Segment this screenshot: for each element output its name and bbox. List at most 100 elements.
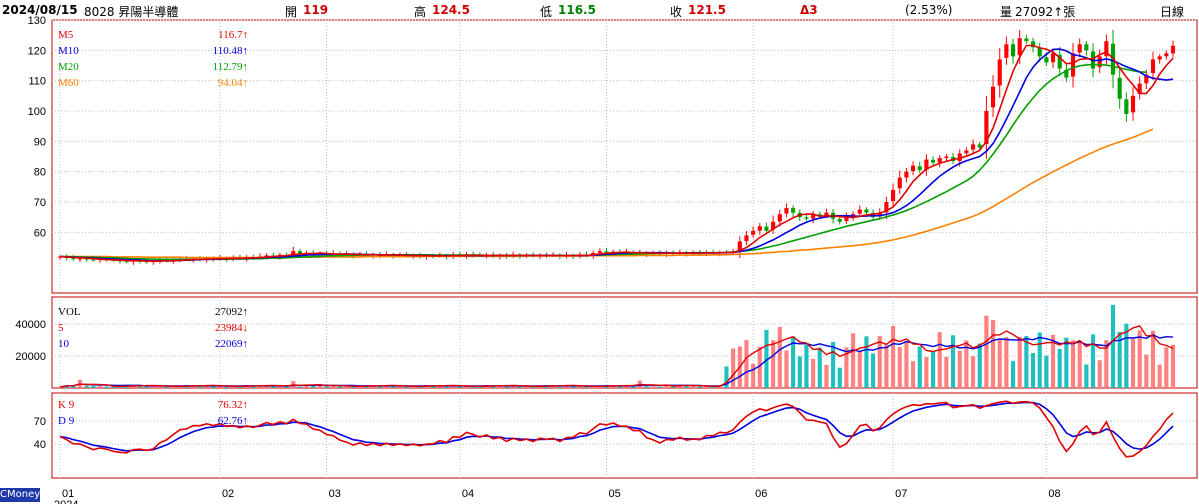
year-label: 2024 [54, 499, 78, 504]
volume-legend-name: 10 [58, 338, 70, 350]
kd-legend-value: 62.76↑ [218, 415, 248, 427]
low-label: 低 [540, 5, 553, 19]
volume-bar [1024, 336, 1029, 388]
candle-body [1137, 83, 1142, 95]
candle-body [1017, 38, 1022, 56]
candle-body [604, 251, 609, 253]
volume-bar [844, 347, 849, 388]
candle-body [824, 212, 829, 216]
stock-name[interactable]: 8028 昇陽半導體 [84, 5, 179, 19]
volume-bar [277, 386, 283, 388]
price-tick-label: 120 [28, 45, 46, 57]
volume-bar [811, 358, 816, 388]
ma-legend-name: M20 [58, 61, 79, 73]
candle-body [297, 251, 302, 254]
change-value: Δ3 [800, 3, 818, 17]
volume-bar [217, 386, 223, 388]
volume-bar [704, 386, 709, 388]
volume-bar [444, 385, 449, 388]
volume-bar [237, 386, 243, 388]
candle-body [777, 214, 782, 222]
candle-body [1097, 56, 1102, 68]
volume-bar [884, 344, 889, 388]
volume-bar [1017, 336, 1022, 388]
volume-bar [791, 336, 796, 388]
period-label[interactable]: 日線 [1160, 5, 1185, 19]
volume-bar [990, 319, 996, 388]
candle-body [964, 150, 969, 154]
volume-bar [397, 386, 402, 388]
candle-body [764, 226, 769, 231]
volume-bar [731, 348, 736, 388]
volume-bar [944, 356, 949, 388]
price-tick-label: 70 [34, 197, 46, 209]
volume-bar [970, 356, 976, 388]
candle-body [1044, 57, 1049, 63]
candle-body [751, 230, 756, 235]
volume-bar [931, 351, 936, 388]
volume-bar [117, 386, 123, 388]
month-tick-label: 02 [222, 488, 234, 500]
month-tick-label: 07 [895, 488, 907, 500]
candle-body [1024, 38, 1029, 42]
volume-bar [1044, 355, 1049, 388]
volume-bar [857, 350, 862, 388]
candle-body [877, 212, 882, 217]
volume-bar [631, 385, 636, 388]
volume-bar [831, 341, 836, 388]
kd-legend-value: 76.32↑ [218, 399, 248, 411]
volume-bar [111, 386, 116, 388]
volume-bar [137, 385, 143, 388]
candle-body [771, 221, 776, 230]
volume-legend-value: 23984↓ [215, 322, 248, 334]
volume-bar [1090, 334, 1096, 388]
volume-bar [751, 363, 756, 388]
volume-bar [1004, 337, 1009, 388]
candle-body [124, 260, 129, 262]
volume-bar [957, 350, 962, 388]
candle-body [804, 217, 809, 219]
candle-body [784, 208, 789, 214]
close-label: 收 [670, 5, 683, 19]
volume-bar [1117, 331, 1122, 388]
ma-legend-name: M60 [58, 77, 79, 89]
candle-body [924, 159, 929, 170]
volume-bar [344, 386, 349, 388]
ma5-line [59, 44, 1174, 262]
candle-body [911, 165, 916, 172]
candle-body [904, 171, 909, 178]
date: 2024/08/15 [2, 3, 78, 17]
volume-bar [1144, 354, 1149, 388]
candle-body [1037, 47, 1042, 57]
volume-bar [84, 385, 89, 388]
candle-body [970, 144, 976, 150]
volume-bar [157, 386, 163, 388]
candle-body [837, 218, 842, 222]
volume-bar [684, 385, 689, 388]
volume-bar [617, 385, 622, 388]
candle-body [1164, 53, 1169, 57]
volume-bar [697, 386, 702, 388]
volume-bar [711, 386, 716, 388]
volume-bar [557, 385, 562, 388]
month-tick-label: 04 [462, 488, 474, 500]
volume-bar [351, 386, 356, 388]
volume-bar [677, 385, 682, 388]
volume-bar [197, 385, 203, 388]
volume-bar [817, 347, 822, 388]
volume-bar [464, 386, 469, 388]
volume-bar [1077, 340, 1082, 388]
month-tick-label: 01 [62, 488, 74, 500]
volume-bar [657, 386, 662, 388]
high-label: 高 [414, 5, 427, 19]
cmoney-watermark: CMoney [0, 488, 41, 502]
candle-body [884, 202, 889, 213]
k9-line [59, 400, 1174, 458]
candle-body [1130, 95, 1136, 113]
volume-bar [877, 336, 882, 388]
month-tick-label: 05 [609, 488, 621, 500]
volume-bar [950, 335, 956, 388]
volume-bar [837, 367, 842, 388]
volume-bar [771, 340, 776, 388]
